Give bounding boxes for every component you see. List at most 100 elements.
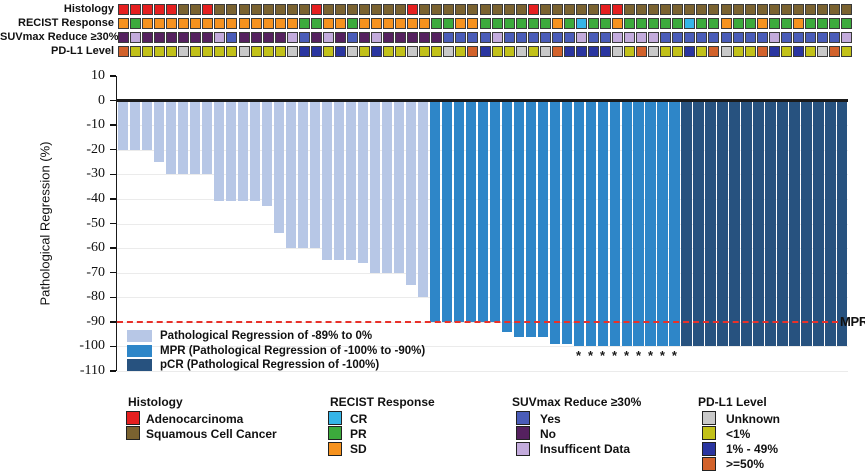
pdl1-cell [154, 45, 166, 57]
bar-mpr [645, 100, 656, 347]
bar-mpr [477, 100, 488, 322]
asterisk: * [635, 348, 642, 364]
histology-cell [190, 3, 202, 15]
histology-cell [575, 3, 587, 15]
pdl1-cell [515, 45, 527, 57]
histology-cell [527, 3, 539, 15]
bar-mpr [561, 100, 572, 344]
pdl1-cell [828, 45, 840, 57]
suvmax-cell [346, 31, 358, 43]
recist-cell [684, 17, 696, 29]
legend-group-title: SUVmax Reduce ≥30% [512, 395, 642, 409]
recist-cell [166, 17, 178, 29]
track-label-recist: RECIST Response [18, 17, 114, 29]
bar-pcr [813, 100, 824, 347]
suvmax-cell [322, 31, 334, 43]
histology-cell [503, 3, 515, 15]
recist-cell [563, 17, 575, 29]
pdl1-cell [214, 45, 226, 57]
histology-cell [395, 3, 407, 15]
asterisk: * [588, 348, 594, 364]
histology-cell [226, 3, 238, 15]
recist-cell [190, 17, 202, 29]
recist-cell [310, 17, 322, 29]
bar-pcr [693, 100, 704, 347]
legend-item-label: No [540, 426, 556, 441]
recist-cell [395, 17, 407, 29]
histology-cell [202, 3, 214, 15]
histology-cell [431, 3, 443, 15]
pdl1-cell [732, 45, 744, 57]
legend-item-label: Unknown [726, 411, 780, 426]
suvmax-cell [262, 31, 274, 43]
y-tick-mark [109, 271, 116, 274]
bar-mpr [453, 100, 465, 322]
recist-cell [527, 17, 539, 29]
recist-cell [503, 17, 515, 29]
histology-cell [563, 3, 575, 15]
asterisk: * [659, 348, 665, 364]
legend-group-title: PD-L1 Level [698, 395, 767, 409]
legend-swatch [328, 426, 342, 441]
recist-cell [262, 17, 274, 29]
suvmax-cell [684, 31, 696, 43]
bar-mpr [585, 100, 596, 347]
suvmax-cell [310, 31, 322, 43]
legend-item-label: CR [350, 411, 368, 426]
pdl1-cell [696, 45, 708, 57]
bar-light [154, 100, 165, 163]
histology-cell [696, 3, 708, 15]
recist-cell [841, 17, 852, 29]
recist-cell [648, 17, 660, 29]
asterisk: * [611, 348, 618, 364]
pdl1-cell [744, 45, 756, 57]
recist-cell [732, 17, 744, 29]
bar-light [321, 100, 333, 261]
y-tick-mark [109, 345, 116, 348]
pdl1-cell [587, 45, 599, 57]
bar-pcr [717, 100, 728, 347]
plot-area: * * * * * * * * * Pathological Regression of -89… [117, 76, 848, 372]
suvmax-cell [154, 31, 166, 43]
suvmax-cell [479, 31, 491, 43]
suvmax-cell [118, 31, 129, 43]
recist-cell [214, 17, 226, 29]
suvmax-cell [431, 31, 443, 43]
bar-light [202, 100, 213, 175]
legend-item-label: Adenocarcinoma [146, 411, 244, 426]
recist-cell [660, 17, 672, 29]
asterisk: * [600, 348, 606, 364]
y-tick-label: -60 [86, 240, 105, 256]
y-tick-mark [109, 149, 116, 151]
suvmax-cell [142, 31, 154, 43]
suvmax-cell [804, 31, 816, 43]
y-tick-mark [109, 75, 116, 77]
recist-cell [322, 17, 334, 29]
y-axis-title: Pathological Regression (%) [37, 141, 53, 306]
suvmax-cell [383, 31, 395, 43]
suvmax-cell [708, 31, 720, 43]
suvmax-cell [371, 31, 383, 43]
recist-cell [238, 17, 250, 29]
pdl1-cell [419, 45, 431, 57]
bar-mpr [609, 100, 620, 347]
recist-cell [274, 17, 286, 29]
y-tick-mark [109, 124, 116, 126]
pdl1-cell [708, 45, 720, 57]
legend-item-label: Yes [540, 411, 561, 426]
histology-cell [250, 3, 262, 15]
bar-mpr [501, 100, 512, 332]
histology-cell [756, 3, 768, 15]
bar-light [285, 100, 297, 249]
suvmax-cell [503, 31, 515, 43]
histology-cell [804, 3, 816, 15]
histology-cell [816, 3, 828, 15]
pdl1-cell [322, 45, 334, 57]
legend-item-label: PR [350, 426, 367, 441]
bar-light [405, 100, 417, 285]
asterisk: * [647, 348, 653, 364]
pdl1-cell [792, 45, 804, 57]
histology-cell [600, 3, 611, 15]
bar-light [357, 100, 369, 263]
